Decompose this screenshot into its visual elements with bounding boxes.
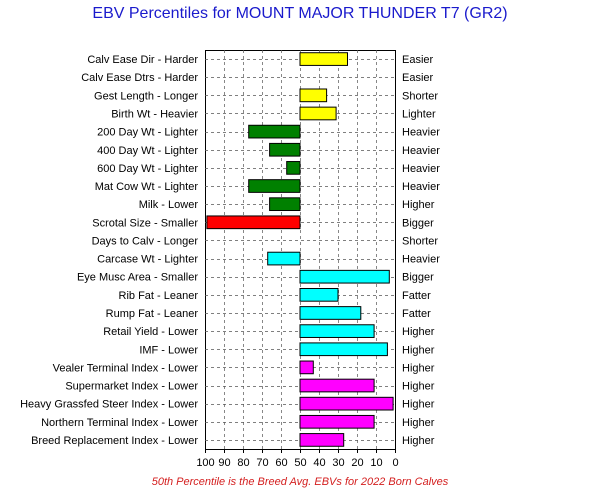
bar <box>269 142 301 157</box>
x-tick-label: 60 <box>275 457 287 469</box>
row-label-right: Bigger <box>402 272 434 284</box>
row-label-right: Shorter <box>402 235 438 247</box>
row-label-left: Calv Ease Dtrs - Harder <box>81 72 198 84</box>
x-tick-label: 70 <box>256 457 268 469</box>
bar <box>299 378 375 393</box>
row-label-left: IMF - Lower <box>139 344 198 356</box>
row-label-right: Higher <box>402 344 435 356</box>
row-label-right: Heavier <box>402 163 440 175</box>
bar <box>299 306 362 320</box>
row-label-left: Supermarket Index - Lower <box>65 381 198 393</box>
bar <box>299 106 337 121</box>
row-label-right: Fatter <box>402 290 431 302</box>
row-label-left: Breed Replacement Index - Lower <box>31 435 198 447</box>
row-label-left: Northern Terminal Index - Lower <box>41 417 198 429</box>
bar <box>299 324 375 338</box>
row-label-right: Bigger <box>402 217 434 229</box>
bar <box>286 161 301 175</box>
bar <box>299 287 339 302</box>
row-label-right: Higher <box>402 435 435 447</box>
row-label-left: Eye Musc Area - Smaller <box>77 272 198 284</box>
row-label-right: Higher <box>402 326 435 338</box>
row-label-left: Heavy Grassfed Steer Index - Lower <box>20 399 198 411</box>
row-label-right: Heavier <box>402 127 440 139</box>
row-label-left: Days to Calv - Longer <box>92 235 199 247</box>
row-label-left: 400 Day Wt - Lighter <box>97 145 198 157</box>
bar <box>267 251 301 266</box>
x-tick-label: 50 <box>294 457 306 469</box>
row-label-left: Rump Fat - Leaner <box>106 308 199 320</box>
x-tick-label: 30 <box>332 457 344 469</box>
bar <box>248 124 301 139</box>
row-label-right: Higher <box>402 381 435 393</box>
row-label-right: Higher <box>402 199 435 211</box>
x-axis: 100 90 80 70 60 50 40 30 20 10 0 <box>196 449 399 469</box>
row-labels: Calv Ease Dir - Harder Easier Calv Ease Dt… <box>20 54 440 447</box>
bar <box>299 88 328 103</box>
x-tick-label: 40 <box>313 457 325 469</box>
chart-footnote: 50th Percentile is the Breed Avg. EBVs f… <box>151 476 449 488</box>
bar <box>269 197 301 212</box>
row-label-right: Higher <box>402 399 435 411</box>
bar <box>206 215 301 230</box>
row-label-left: Calv Ease Dir - Harder <box>87 54 198 66</box>
bar <box>299 342 388 357</box>
x-tick-label: 20 <box>351 457 363 469</box>
bars <box>206 52 394 447</box>
bar <box>299 269 390 284</box>
row-label-right: Heavier <box>402 181 440 193</box>
bar <box>299 414 375 429</box>
row-label-left: Milk - Lower <box>139 199 199 211</box>
row-label-left: Scrotal Size - Smaller <box>92 217 198 229</box>
row-label-left: Retail Yield - Lower <box>103 326 198 338</box>
bar <box>299 433 345 447</box>
row-label-right: Easier <box>402 54 434 66</box>
row-label-left: Birth Wt - Heavier <box>111 108 198 120</box>
row-label-right: Higher <box>402 417 435 429</box>
bar <box>299 360 314 375</box>
row-label-left: Mat Cow Wt - Lighter <box>95 181 199 193</box>
row-label-left: Rib Fat - Leaner <box>119 290 199 302</box>
row-label-right: Easier <box>402 72 434 84</box>
row-label-left: 600 Day Wt - Lighter <box>97 163 198 175</box>
row-label-right: Shorter <box>402 90 438 102</box>
row-label-left: Carcase Wt - Lighter <box>97 254 198 266</box>
row-label-right: Heavier <box>402 145 440 157</box>
x-tick-label: 100 <box>196 457 214 469</box>
bar <box>248 179 301 193</box>
row-label-right: Fatter <box>402 308 431 320</box>
bar <box>299 396 394 411</box>
chart-title: EBV Percentiles for MOUNT MAJOR THUNDER … <box>92 5 508 22</box>
row-label-right: Lighter <box>402 108 436 120</box>
row-label-left: Vealer Terminal Index - Lower <box>53 362 199 374</box>
x-tick-label: 80 <box>237 457 249 469</box>
row-label-right: Higher <box>402 362 435 374</box>
row-label-left: 200 Day Wt - Lighter <box>97 127 198 139</box>
x-tick-label: 90 <box>218 457 230 469</box>
bar <box>299 52 348 66</box>
x-tick-label: 10 <box>370 457 382 469</box>
x-tick-label: 0 <box>392 457 398 469</box>
row-label-right: Heavier <box>402 254 440 266</box>
row-label-left: Gest Length - Longer <box>94 90 198 102</box>
